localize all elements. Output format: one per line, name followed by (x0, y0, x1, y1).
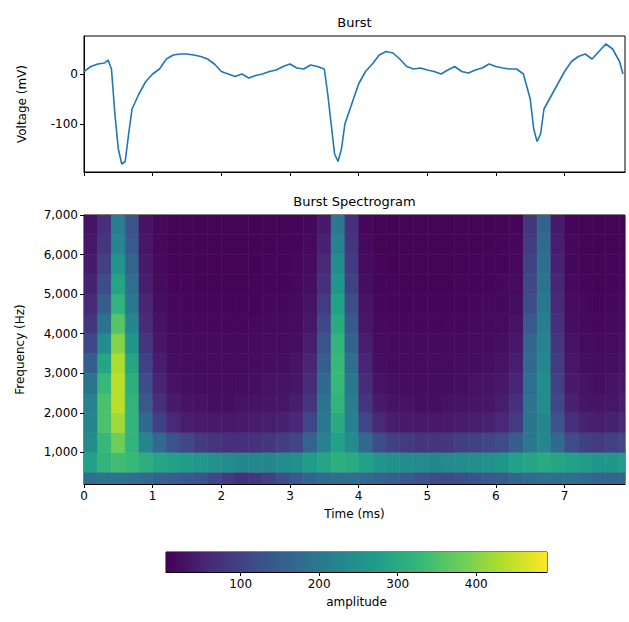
svg-text:6,000: 6,000 (44, 248, 78, 262)
svg-text:400: 400 (465, 577, 488, 591)
svg-text:-100: -100 (51, 117, 78, 131)
svg-text:0: 0 (70, 67, 78, 81)
svg-text:Voltage (mV): Voltage (mV) (15, 65, 29, 143)
svg-text:2,000: 2,000 (44, 406, 78, 420)
svg-text:2: 2 (217, 489, 225, 503)
svg-text:7: 7 (561, 489, 569, 503)
svg-text:6: 6 (492, 489, 500, 503)
svg-text:4: 4 (355, 489, 363, 503)
svg-text:4,000: 4,000 (44, 327, 78, 341)
svg-text:Burst: Burst (337, 15, 371, 30)
svg-text:5,000: 5,000 (44, 287, 78, 301)
svg-text:5: 5 (423, 489, 431, 503)
svg-text:7,000: 7,000 (44, 208, 78, 222)
svg-text:0: 0 (80, 489, 88, 503)
svg-text:Frequency (Hz): Frequency (Hz) (13, 304, 27, 395)
svg-text:200: 200 (308, 577, 331, 591)
svg-text:Time (ms): Time (ms) (323, 507, 385, 521)
svg-text:300: 300 (386, 577, 409, 591)
svg-text:1: 1 (149, 489, 157, 503)
svg-text:1,000: 1,000 (44, 445, 78, 459)
svg-text:Burst Spectrogram: Burst Spectrogram (293, 194, 416, 209)
svg-text:3: 3 (286, 489, 294, 503)
svg-text:100: 100 (229, 577, 252, 591)
svg-text:3,000: 3,000 (44, 366, 78, 380)
svg-text:amplitude: amplitude (326, 595, 387, 609)
